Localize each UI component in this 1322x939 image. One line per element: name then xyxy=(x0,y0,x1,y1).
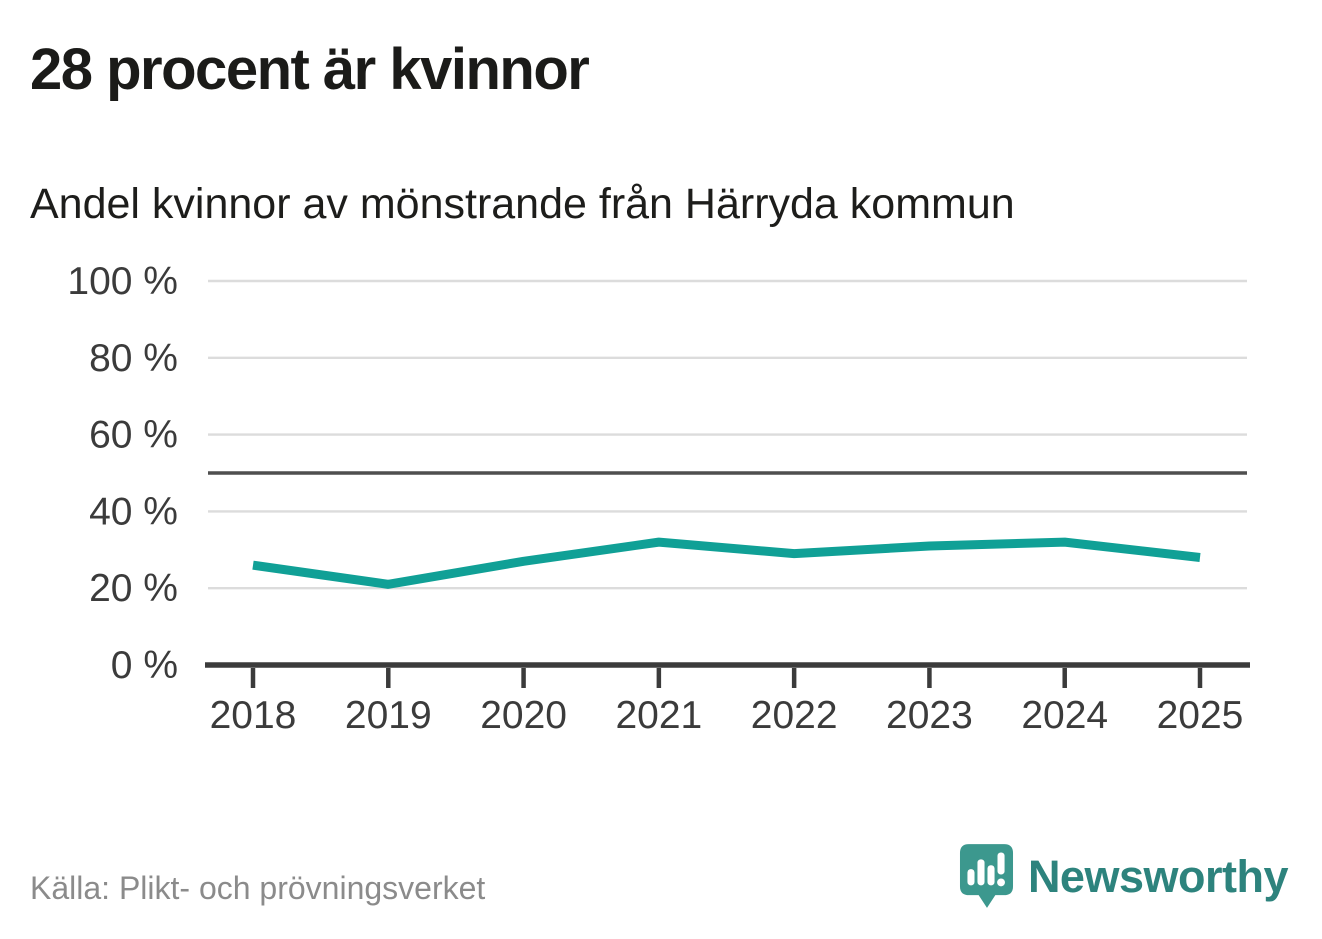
y-tick-label: 20 % xyxy=(89,567,178,610)
newsworthy-logo: Newsworthy xyxy=(959,843,1289,910)
x-tick-label: 2022 xyxy=(751,694,838,737)
y-tick-label: 40 % xyxy=(89,490,178,533)
source-text: Källa: Plikt- och prövningsverket xyxy=(30,870,486,906)
x-tick-label: 2024 xyxy=(1021,694,1108,737)
y-tick-label: 100 % xyxy=(67,260,178,303)
newsworthy-logo-text: Newsworthy xyxy=(1027,850,1289,902)
x-tick-label: 2021 xyxy=(615,694,702,737)
y-tick-label: 0 % xyxy=(111,644,178,687)
x-tick-label: 2018 xyxy=(210,694,297,737)
data-line-share-of-women xyxy=(252,537,1201,589)
x-tick-label: 2019 xyxy=(345,694,432,737)
newsworthy-logo-icon xyxy=(959,844,1013,908)
y-tick-label: 60 % xyxy=(89,414,178,457)
x-tick-label: 2020 xyxy=(480,694,567,737)
x-tick-label: 2023 xyxy=(886,694,973,737)
chart-title: 28 procent är kvinnor xyxy=(30,37,590,102)
y-tick-label: 80 % xyxy=(89,337,178,380)
x-tick-label: 2025 xyxy=(1157,694,1244,737)
chart-subtitle: Andel kvinnor av mönstrande från Härryda… xyxy=(30,180,1015,228)
